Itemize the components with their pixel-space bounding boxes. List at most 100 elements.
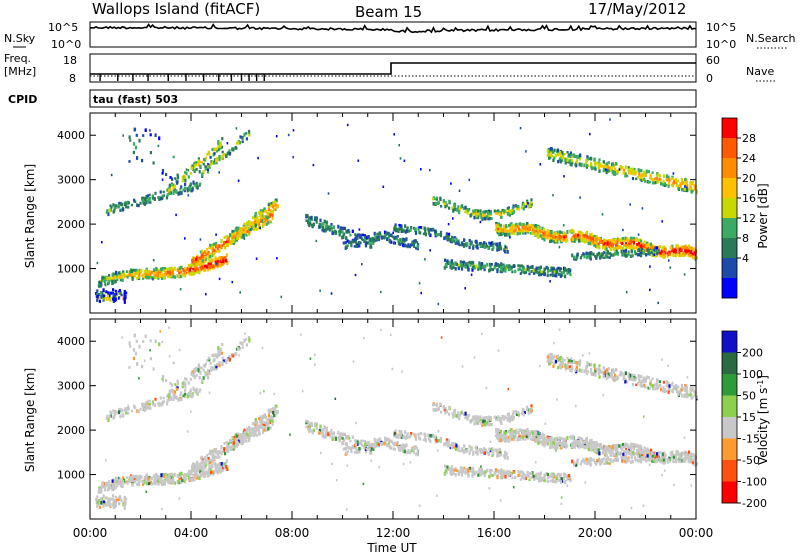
power-cell <box>133 273 136 278</box>
power-cell <box>444 263 447 267</box>
velocity-cell <box>493 415 496 419</box>
velocity-cell <box>222 359 225 363</box>
power-cell <box>691 255 694 258</box>
power-cell <box>566 239 569 242</box>
power-cell <box>498 242 501 246</box>
power-cell <box>243 226 246 229</box>
power-cell <box>627 252 630 256</box>
power-cell <box>306 214 309 218</box>
velocity-cell <box>109 413 113 418</box>
power-cell <box>483 213 487 217</box>
power-cell <box>222 153 225 157</box>
power-cell <box>318 222 321 226</box>
power-cell <box>427 227 430 232</box>
power-cell <box>534 227 538 230</box>
power-cell <box>254 212 257 216</box>
power-cell <box>663 250 666 255</box>
velocity-cell <box>435 439 438 443</box>
power-cell <box>190 266 193 270</box>
power-cell <box>535 269 538 274</box>
power-cell <box>113 209 116 213</box>
power-cell <box>117 271 120 275</box>
power-cell <box>211 250 214 255</box>
power-cell <box>680 178 683 182</box>
velocity-cell <box>144 403 147 407</box>
power-cell <box>213 152 216 155</box>
power-cell <box>519 264 522 268</box>
power-cell <box>594 237 597 241</box>
power-cell <box>691 252 695 256</box>
velocity-cell <box>269 419 272 423</box>
power-cell <box>133 198 136 202</box>
velocity-cell <box>135 474 138 478</box>
power-cell <box>324 228 327 233</box>
power-cell <box>217 147 220 152</box>
power-cell <box>587 239 590 243</box>
power-cell <box>624 165 627 170</box>
velocity-cell <box>270 410 273 414</box>
power-cell <box>173 184 177 188</box>
power-cell <box>517 226 521 230</box>
power-cell <box>228 149 231 153</box>
power-cell <box>486 211 490 215</box>
power-cell <box>325 221 328 225</box>
power-cell <box>134 145 138 150</box>
power-cell <box>511 206 514 210</box>
velocity-cell <box>460 411 463 415</box>
power-cell <box>339 228 342 233</box>
power-cell <box>238 230 241 233</box>
power-cell <box>645 253 648 257</box>
power-cell <box>622 252 625 257</box>
power-cell <box>536 229 539 234</box>
power-cell <box>474 212 477 215</box>
velocity-cell <box>183 479 186 483</box>
velocity-cell <box>439 436 443 441</box>
power-cell <box>692 247 695 252</box>
power-cell <box>651 171 654 174</box>
power-cell <box>402 238 406 241</box>
velocity-cell <box>166 399 169 403</box>
power-cell <box>474 209 477 213</box>
power-cell <box>117 292 120 295</box>
power-cell <box>292 129 295 132</box>
power-cell <box>107 291 110 295</box>
power-cell <box>528 202 532 206</box>
velocity-cell <box>409 434 412 438</box>
power-cell <box>548 153 551 157</box>
power-cell <box>471 263 474 268</box>
power-cell <box>272 204 275 209</box>
power-cell <box>491 268 494 271</box>
power-cell <box>570 153 573 157</box>
power-cell <box>348 240 351 244</box>
power-cell <box>629 203 631 206</box>
power-cell <box>216 150 219 153</box>
power-cell <box>111 279 114 284</box>
velocity-cell <box>138 474 141 478</box>
power-cell <box>624 174 627 178</box>
power-cell <box>472 212 475 215</box>
power-cell <box>207 150 210 154</box>
power-cell <box>362 238 365 242</box>
velocity-cell <box>332 431 335 436</box>
velocity-cell <box>400 435 403 439</box>
velocity-cell <box>229 439 232 442</box>
velocity-cell <box>232 441 235 445</box>
power-cell <box>551 154 554 158</box>
power-cell <box>168 191 171 195</box>
power-cell <box>590 251 593 256</box>
power-cell <box>370 240 374 243</box>
velocity-cell <box>225 360 228 365</box>
velocity-cell <box>115 410 118 414</box>
velocity-cell <box>206 359 209 362</box>
power-cell <box>184 176 187 180</box>
power-cbar-segment <box>722 278 737 299</box>
velocity-cell <box>419 432 422 435</box>
power-cell <box>460 205 463 209</box>
power-cell <box>195 263 198 266</box>
power-cell <box>654 181 657 185</box>
power-cell <box>599 162 602 166</box>
velocity-cell <box>250 431 254 436</box>
velocity-cell <box>395 442 399 447</box>
power-cell <box>563 267 566 271</box>
